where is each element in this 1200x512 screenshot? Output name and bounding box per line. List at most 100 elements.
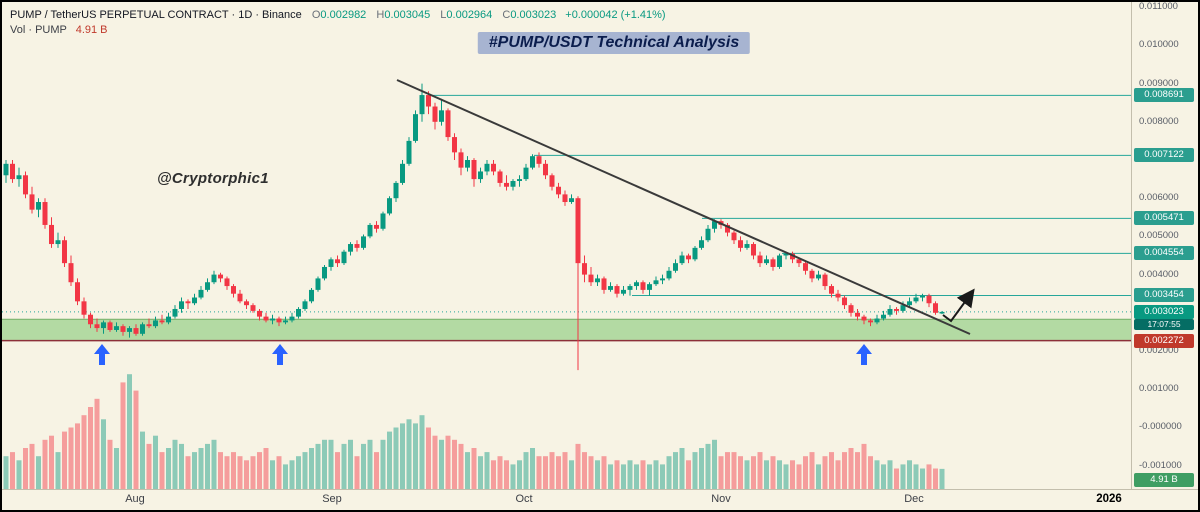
- candle-body: [673, 263, 678, 271]
- candle-body: [705, 228, 711, 241]
- volume-bar: [231, 452, 236, 489]
- high-value: 0.003045: [384, 9, 431, 21]
- price-scale[interactable]: 0.011000 0.010000 0.009000 0.008000 0.006000…: [1131, 2, 1198, 490]
- legend: PUMP / TetherUS PERPETUAL CONTRACT · 1D …: [10, 8, 666, 38]
- volume-value: 4.91 B: [75, 24, 108, 36]
- candle-body: [614, 286, 620, 294]
- price-tick-label: 0.009000: [1139, 77, 1179, 89]
- candle-body: [874, 318, 880, 323]
- volume-bar: [653, 460, 659, 489]
- candle-body: [68, 263, 74, 283]
- volume-bar: [3, 456, 9, 489]
- candle-body: [62, 240, 67, 264]
- open-label: O: [311, 9, 321, 21]
- volume-bar: [738, 456, 743, 489]
- volume-bar: [179, 443, 184, 489]
- open-value: 0.002982: [320, 9, 367, 21]
- time-axis-label: Aug: [125, 493, 145, 505]
- price-tick-label: 0.004000: [1139, 268, 1179, 280]
- price-tick-label: 0.006000: [1139, 192, 1179, 204]
- candle-body: [406, 140, 412, 164]
- candle-body: [244, 301, 249, 306]
- volume-bar: [16, 460, 22, 489]
- buy-signal-arrow-icon[interactable]: [856, 344, 872, 365]
- candle-body: [81, 301, 87, 315]
- time-axis-label: Oct: [515, 493, 533, 505]
- candle-body: [569, 198, 574, 203]
- candle-body: [166, 316, 171, 323]
- sr-price-badge: 0.004554: [1134, 246, 1194, 261]
- time-axis-label: Sep: [322, 493, 342, 505]
- candle-body: [556, 186, 561, 195]
- volume-bar: [315, 443, 321, 489]
- support-zone[interactable]: [2, 319, 1132, 341]
- volume-bar: [764, 460, 769, 489]
- candle-body: [445, 110, 451, 138]
- support-price-badge: 0.002272: [1134, 333, 1194, 348]
- title-annotation[interactable]: #PUMP/USDT Technical Analysis: [477, 32, 751, 54]
- candle-body: [939, 311, 945, 314]
- volume-bar: [10, 452, 15, 489]
- symbol-title[interactable]: PUMP / TetherUS PERPETUAL CONTRACT · 1D …: [10, 9, 302, 21]
- candle-body: [29, 194, 35, 210]
- candle-body: [224, 278, 230, 287]
- candle-body: [751, 244, 756, 256]
- volume-bar: [140, 431, 145, 489]
- candle-body: [237, 293, 243, 302]
- candle-body: [361, 236, 366, 248]
- volume-bar: [62, 431, 67, 489]
- volume-bar: [796, 464, 802, 489]
- candle-body: [926, 295, 932, 304]
- volume-bar: [380, 439, 386, 489]
- volume-bar: [263, 448, 269, 489]
- candle-body: [627, 286, 633, 290]
- candle-body: [764, 259, 769, 264]
- volume-bar: [575, 443, 581, 489]
- time-scale[interactable]: Aug Sep Oct Nov Dec 2026: [2, 489, 1198, 510]
- volume-bar: [783, 464, 789, 489]
- volume-bar: [757, 452, 763, 489]
- volume-bar: [283, 464, 288, 489]
- candle-body: [744, 244, 750, 248]
- candle-body: [153, 320, 158, 327]
- volume-bar: [133, 390, 139, 489]
- candle-body: [510, 181, 516, 187]
- volume-bar: [354, 456, 360, 489]
- volume-bar: [114, 448, 119, 489]
- buy-signal-arrow-icon[interactable]: [272, 344, 288, 365]
- sr-price-badge: 0.007122: [1134, 148, 1194, 163]
- candle-body: [868, 320, 873, 323]
- volume-bar: [75, 423, 80, 489]
- breakout-projection-arrow[interactable]: [942, 288, 975, 323]
- volume-bar: [68, 427, 74, 489]
- candle-body: [894, 308, 899, 311]
- candle-body: [582, 263, 587, 275]
- candle-body: [263, 316, 269, 321]
- volume-bar: [445, 435, 451, 489]
- candle-body: [16, 175, 22, 180]
- volume-label[interactable]: Vol · PUMP: [10, 24, 67, 36]
- volume-bar: [699, 448, 704, 489]
- volume-bar: [900, 464, 906, 489]
- volume-bar: [88, 407, 93, 489]
- volume-bar: [887, 460, 893, 489]
- descending-trendline[interactable]: [396, 79, 971, 335]
- price-tick-label: 0.005000: [1139, 230, 1179, 242]
- buy-signal-arrow-icon[interactable]: [94, 344, 110, 365]
- candle-body: [42, 202, 48, 225]
- volume-bar: [211, 439, 217, 489]
- volume-bar: [465, 452, 470, 489]
- volume-bar: [790, 460, 795, 489]
- volume-bar: [400, 423, 405, 489]
- price-tick-label: 0.001000: [1139, 383, 1179, 395]
- candle-body: [575, 198, 581, 264]
- candle-body: [738, 240, 743, 248]
- volume-scale-badge: 4.91 B: [1134, 473, 1194, 487]
- candle-body: [374, 224, 379, 229]
- volume-bar: [23, 448, 28, 489]
- volume-bar: [471, 448, 477, 489]
- volume-bar: [673, 452, 678, 489]
- candle-body: [75, 282, 80, 302]
- volume-bar: [29, 443, 35, 489]
